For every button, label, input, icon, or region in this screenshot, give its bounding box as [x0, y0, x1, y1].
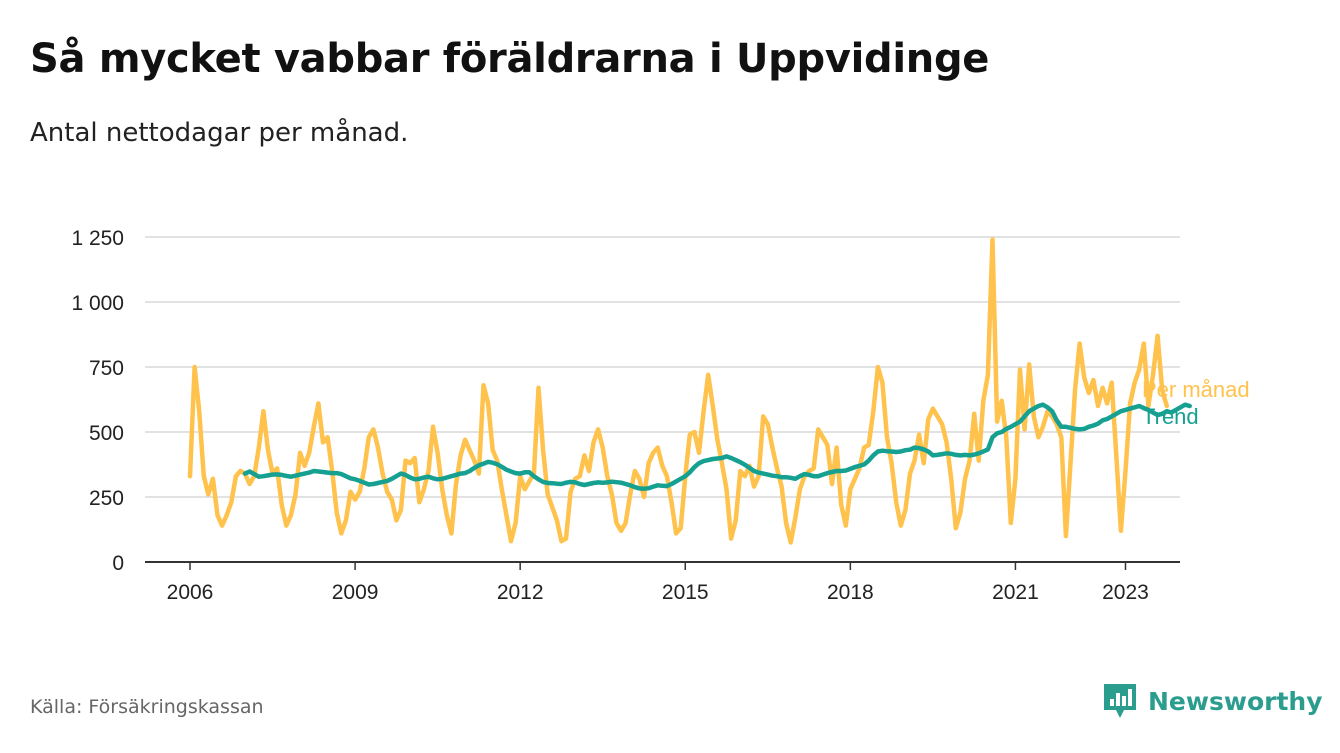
brand-logo[interactable]: Newsworthy: [1102, 682, 1323, 720]
y-tick-label: 500: [89, 422, 124, 445]
source-note: Källa: Försäkringskassan: [30, 696, 264, 718]
series-lines: [187, 237, 1192, 545]
x-tick-label: 2012: [497, 581, 544, 604]
x-axis: 2006 2009 2012 2015 2018 2021 2023: [167, 562, 1149, 604]
newsworthy-logo-icon: [1104, 684, 1136, 718]
series-line-per-manad: [187, 237, 1170, 545]
y-axis: 0 250 500 750 1 000 1 250: [71, 227, 124, 575]
x-tick-label: 2023: [1102, 581, 1149, 604]
x-tick-label: 2015: [662, 581, 709, 604]
y-tick-label: 250: [89, 487, 124, 510]
x-tick-label: 2006: [167, 581, 214, 604]
chart-subtitle: Antal nettodagar per månad.: [30, 118, 409, 148]
brand-name: Newsworthy: [1148, 686, 1323, 716]
y-tick-label: 1 000: [71, 292, 124, 315]
series-label-trend: Trend: [1142, 404, 1199, 429]
series-line-trend: [242, 402, 1192, 491]
x-tick-label: 2018: [827, 581, 874, 604]
series-label-per-manad: Per månad: [1142, 377, 1250, 402]
y-tick-label: 1 250: [71, 227, 124, 250]
x-tick-label: 2021: [992, 581, 1039, 604]
x-tick-label: 2009: [332, 581, 379, 604]
chart-title: Så mycket vabbar föräldrarna i Uppviding…: [30, 36, 990, 82]
y-tick-label: 750: [89, 357, 124, 380]
y-tick-label: 0: [112, 552, 124, 575]
